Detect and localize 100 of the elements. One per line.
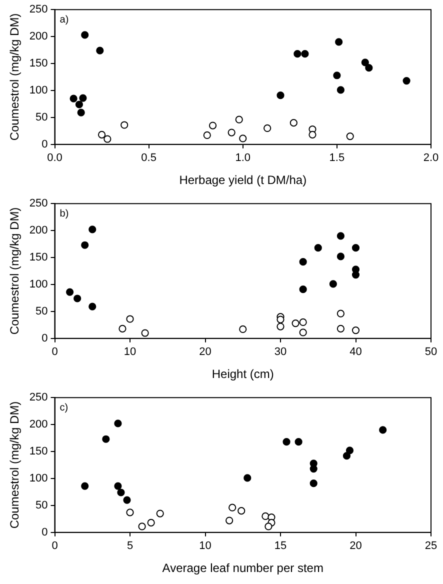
point: [346, 446, 354, 454]
point: [88, 302, 96, 310]
y-tick-label: 100: [29, 472, 48, 485]
point: [81, 482, 89, 490]
point: [96, 46, 104, 54]
y-tick-label: 150: [29, 58, 48, 70]
point: [352, 244, 360, 252]
point: [361, 58, 369, 66]
point: [276, 92, 284, 100]
point: [264, 522, 272, 530]
point: [81, 241, 89, 249]
point: [299, 328, 307, 336]
point: [126, 508, 134, 516]
point: [314, 244, 322, 252]
y-tick-label: 100: [29, 84, 48, 97]
point: [66, 288, 74, 296]
point: [88, 226, 96, 234]
x-tick-label: 25: [424, 540, 438, 552]
point: [402, 76, 410, 85]
point: [102, 435, 110, 443]
point: [77, 108, 85, 116]
y-tick-label: 200: [29, 418, 48, 431]
y-tick-label: 100: [29, 278, 48, 291]
y-tick-label: 150: [29, 446, 48, 458]
x-axis-title: Herbage yield (t DM/ha): [179, 173, 307, 188]
point: [282, 438, 290, 446]
point: [141, 329, 149, 337]
point: [346, 132, 354, 140]
annotation: a): [60, 14, 69, 26]
y-tick-label: 200: [29, 30, 48, 43]
point: [329, 280, 337, 288]
point: [365, 64, 373, 72]
y-tick-label: 50: [36, 305, 48, 318]
x-tick-label: 20: [199, 346, 212, 358]
point: [104, 135, 112, 143]
point: [98, 130, 106, 138]
point: [81, 31, 89, 39]
point: [310, 480, 318, 488]
point: [238, 507, 246, 515]
x-axis-title: Average leaf number per stem: [162, 561, 324, 576]
point: [342, 452, 351, 460]
y-axis-title: Coumestrol (mg/kg DM): [8, 207, 22, 335]
point: [228, 504, 236, 512]
point: [239, 325, 247, 334]
x-tick-label: 15: [274, 540, 287, 552]
point: [120, 121, 128, 129]
x-tick-label: 0: [52, 540, 58, 552]
point: [74, 294, 82, 302]
x-tick-label: 20: [350, 540, 362, 552]
point: [333, 72, 341, 80]
point: [114, 482, 122, 490]
point: [294, 50, 302, 58]
x-tick-label: 30: [274, 346, 287, 358]
point: [203, 131, 211, 140]
x-tick-label: 1.5: [329, 152, 345, 164]
x-axis-title: Height (cm): [212, 367, 274, 382]
x-tick-label: 10: [199, 540, 212, 552]
point: [75, 100, 84, 108]
point: [336, 324, 344, 332]
point: [147, 518, 155, 526]
point: [262, 512, 270, 520]
point: [292, 320, 300, 328]
point: [118, 324, 126, 332]
point: [335, 38, 343, 46]
point: [114, 420, 122, 428]
y-tick-label: 0: [42, 332, 48, 344]
point: [336, 86, 344, 94]
point: [235, 116, 243, 124]
annotation: b): [60, 208, 69, 220]
point: [301, 50, 309, 58]
point: [290, 119, 298, 127]
y-tick-label: 250: [29, 198, 48, 210]
y-tick-label: 150: [29, 252, 48, 264]
point: [156, 510, 164, 518]
x-tick-label: 40: [350, 346, 362, 358]
point: [138, 522, 146, 530]
point: [276, 316, 284, 324]
y-tick-label: 0: [42, 138, 48, 150]
y-tick-label: 0: [42, 526, 48, 538]
point: [79, 94, 87, 102]
point: [299, 258, 307, 266]
x-tick-label: 5: [126, 540, 134, 552]
y-tick-label: 50: [36, 111, 48, 124]
point: [239, 134, 247, 142]
x-tick-label: 2.0: [423, 152, 439, 164]
point: [126, 315, 134, 323]
y-tick-label: 250: [29, 4, 48, 16]
point: [379, 426, 387, 434]
point: [336, 252, 344, 260]
point: [123, 496, 131, 504]
point: [208, 122, 217, 130]
x-tick-label: 0: [52, 346, 58, 358]
y-axis-title: Coumestrol (mg/kg DM): [8, 401, 22, 529]
x-tick-label: 0.5: [141, 152, 156, 164]
point: [336, 310, 344, 318]
point: [294, 438, 302, 446]
point: [299, 286, 307, 294]
y-axis-title: Coumestrol (mg/kg DM): [8, 13, 22, 141]
x-tick-label: 1.0: [235, 152, 251, 164]
point: [336, 232, 344, 240]
